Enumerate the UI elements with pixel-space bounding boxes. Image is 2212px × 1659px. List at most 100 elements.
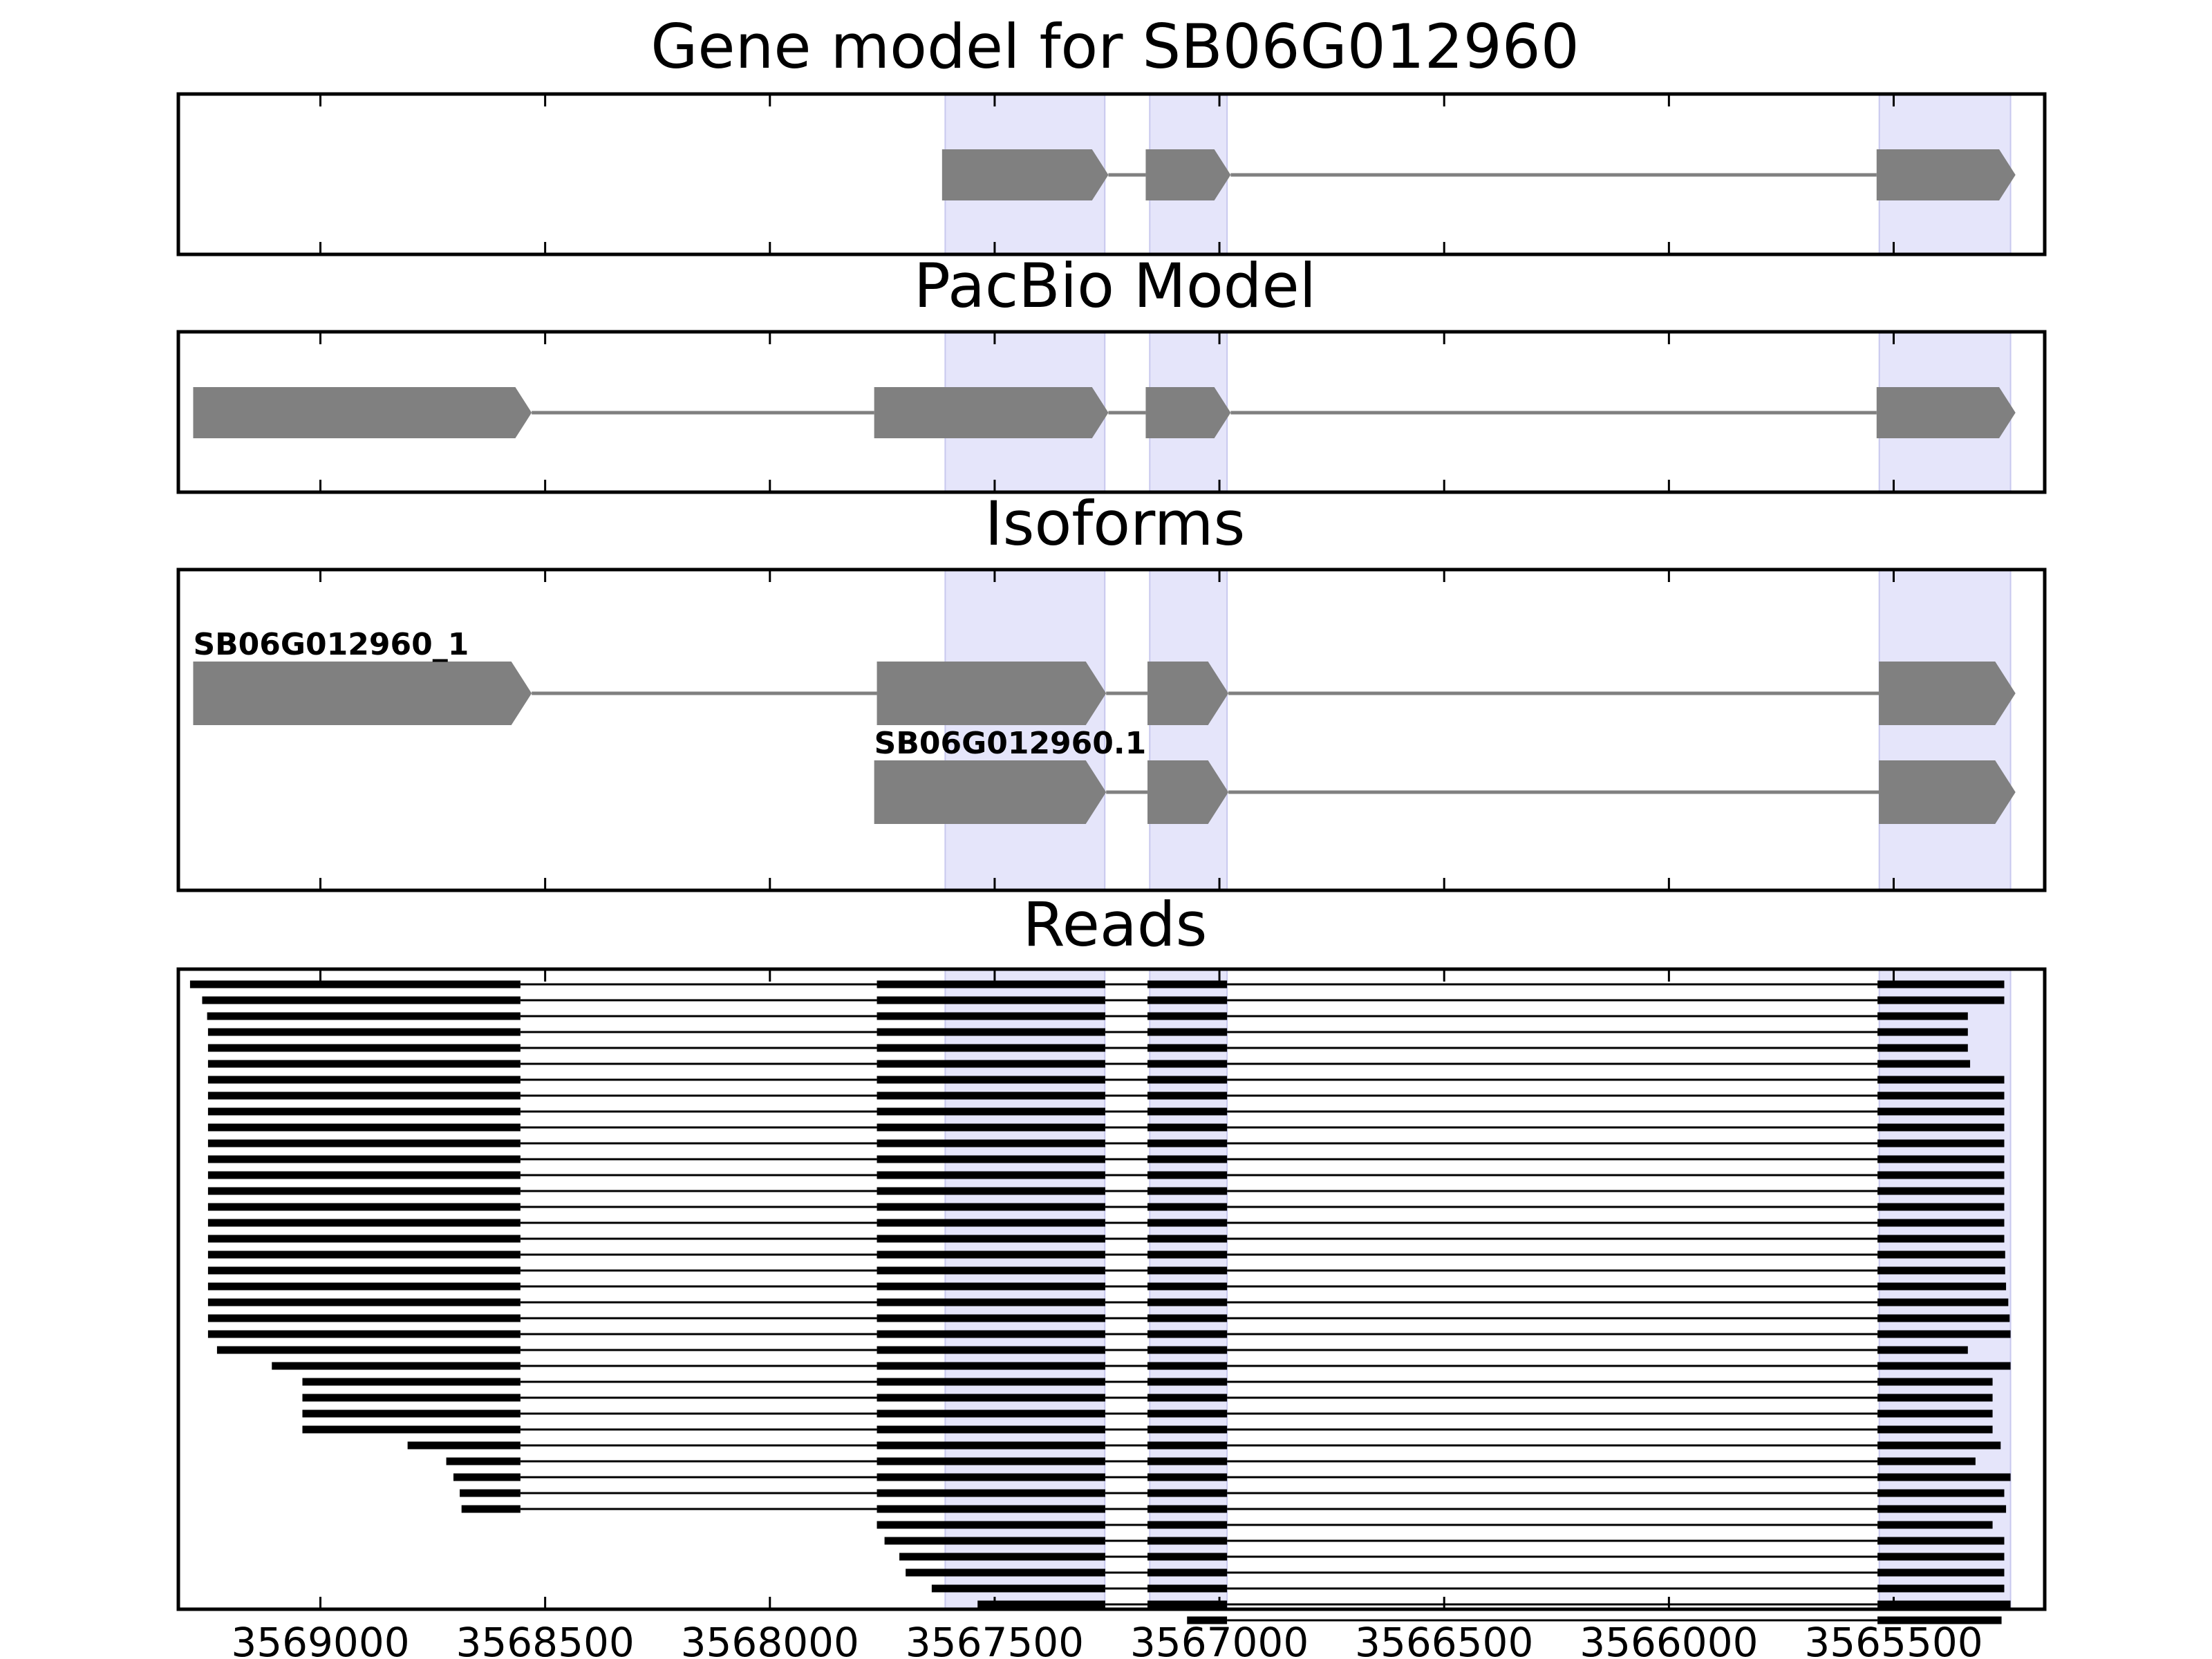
- read-exon: [1877, 980, 2005, 988]
- read-exon: [207, 1235, 521, 1243]
- read-exon: [302, 1394, 521, 1402]
- read-exon: [207, 1028, 521, 1036]
- read-exon: [877, 1219, 1105, 1227]
- read-exon: [1147, 1568, 1228, 1577]
- read-exon: [1877, 1282, 2007, 1291]
- read-exon: [407, 1441, 521, 1450]
- read-exon: [207, 1076, 521, 1084]
- panel-2: [176, 568, 2047, 892]
- read-exon: [877, 1123, 1105, 1132]
- exon-arrow: [941, 149, 1109, 200]
- read-exon: [877, 1139, 1105, 1147]
- read-exon: [1147, 1505, 1228, 1513]
- read-exon: [1877, 1521, 1993, 1529]
- read-exon: [877, 1505, 1105, 1513]
- x-tick-label: 3568500: [456, 1619, 634, 1659]
- read-exon: [877, 1521, 1105, 1529]
- panel-title-gene-model: Gene model for SB06G012960: [650, 11, 1580, 82]
- read-exon: [1877, 1266, 2005, 1275]
- isoform-label: SB06G012960_1: [193, 627, 469, 662]
- read-exon: [877, 1235, 1105, 1243]
- panel-frame: [176, 568, 2047, 892]
- read-exon: [1147, 1076, 1228, 1084]
- read-exon: [1147, 1584, 1228, 1593]
- read-exon: [1877, 1505, 2007, 1513]
- read-exon: [1147, 1171, 1228, 1179]
- read-exon: [877, 1060, 1105, 1068]
- exon-arrow: [874, 387, 1109, 438]
- read-exon: [1147, 1060, 1228, 1068]
- read-exon: [1147, 1282, 1228, 1291]
- read-exon: [207, 1123, 521, 1132]
- read-exon: [877, 1266, 1105, 1275]
- read-exon: [1147, 1266, 1228, 1275]
- read-exon: [877, 1378, 1105, 1386]
- read-exon: [1877, 1553, 2005, 1561]
- panel-title-isoforms: Isoforms: [985, 488, 1246, 559]
- read-exon: [1147, 1139, 1228, 1147]
- read-exon: [302, 1425, 521, 1434]
- read-exon: [1877, 1235, 2005, 1243]
- plot-area: [176, 92, 2047, 1624]
- read-exon: [877, 1250, 1105, 1259]
- read-exon: [877, 1457, 1105, 1465]
- read-exon: [877, 1171, 1105, 1179]
- read-exon: [877, 1107, 1105, 1116]
- read-exon: [884, 1537, 1105, 1545]
- read-exon: [877, 1441, 1105, 1450]
- read-exon: [906, 1568, 1105, 1577]
- read-exon: [1877, 1139, 2005, 1147]
- read-exon: [1147, 1600, 1228, 1609]
- panel-title-pacbio-model: PacBio Model: [914, 250, 1316, 321]
- exon-arrow: [874, 760, 1107, 824]
- read-exon: [1877, 1346, 1968, 1354]
- read-exon: [1877, 1584, 2005, 1593]
- x-tick-label: 3566500: [1355, 1619, 1533, 1659]
- read-exon: [1877, 1537, 2005, 1545]
- highlight-band: [944, 569, 1106, 891]
- read-exon: [1877, 1171, 2005, 1179]
- read-exon: [207, 1060, 521, 1068]
- read-exon: [1147, 1091, 1228, 1100]
- read-exon: [1147, 1187, 1228, 1195]
- read-exon: [1877, 1600, 2011, 1609]
- read-exon: [1877, 1298, 2009, 1306]
- panel-frame: [176, 330, 2047, 494]
- read-exon: [207, 1171, 521, 1179]
- read-exon: [1147, 1219, 1228, 1227]
- read-exon: [1147, 1250, 1228, 1259]
- read-exon: [1877, 1123, 2005, 1132]
- read-exon: [1147, 1155, 1228, 1163]
- read-exon: [207, 1091, 521, 1100]
- x-tick-label: 3567000: [1130, 1619, 1309, 1659]
- read-exon: [207, 1330, 521, 1338]
- read-exon: [202, 996, 521, 1004]
- read-exon: [1877, 1012, 1968, 1020]
- read-exon: [877, 1394, 1105, 1402]
- read-exon: [877, 1012, 1105, 1020]
- read-exon: [1147, 1378, 1228, 1386]
- read-exon: [1877, 1378, 1993, 1386]
- read-exon: [877, 980, 1105, 988]
- exon-arrow: [1879, 662, 2016, 725]
- read-exon: [207, 1203, 521, 1211]
- read-exon: [877, 1282, 1105, 1291]
- read-exon: [1877, 1457, 1976, 1465]
- read-exon: [1147, 1330, 1228, 1338]
- read-exon: [1147, 1441, 1228, 1450]
- read-exon: [1877, 1219, 2005, 1227]
- read-exon: [1877, 1473, 2011, 1481]
- read-exon: [1877, 1441, 2001, 1450]
- x-tick-label: 3568000: [681, 1619, 859, 1659]
- read-exon: [189, 980, 521, 988]
- isoform-label: SB06G012960.1: [874, 726, 1147, 761]
- read-exon: [1147, 1028, 1228, 1036]
- panel-frame: [176, 967, 2047, 1611]
- read-exon: [207, 1266, 521, 1275]
- read-exon: [207, 1250, 521, 1259]
- panel-title-reads: Reads: [1023, 889, 1208, 960]
- read-exon: [1147, 1553, 1228, 1561]
- read-exon: [1877, 1107, 2005, 1116]
- read-exon: [1877, 1060, 1971, 1068]
